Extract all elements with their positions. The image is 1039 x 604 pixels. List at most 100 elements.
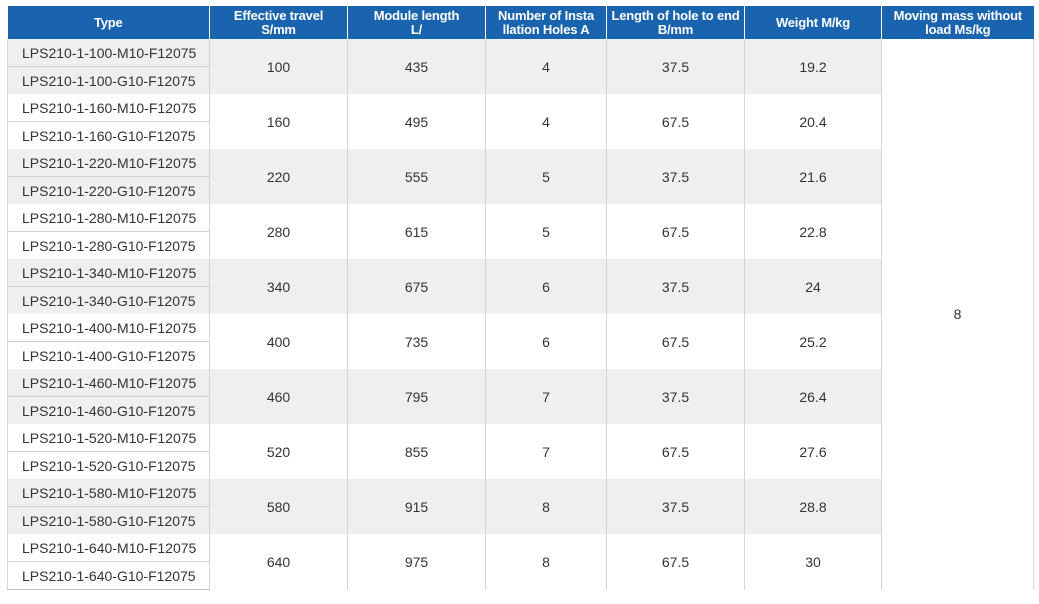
module-length-cell: 915 (347, 479, 486, 534)
table-row: LPS210-1-340-G10-F12075 (7, 286, 1034, 314)
type-cell: LPS210-1-520-M10-F12075 (7, 424, 210, 452)
effective-travel-cell: 280 (209, 204, 348, 259)
weight-cell: 28.8 (744, 479, 882, 534)
table-row: LPS210-1-400-G10-F12075 (7, 341, 1034, 369)
type-cell: LPS210-1-100-G10-F12075 (7, 66, 210, 94)
effective-travel-cell: 160 (209, 94, 348, 149)
type-cell: LPS210-1-640-M10-F12075 (7, 534, 210, 562)
table-row: LPS210-1-520-M10-F12075 520 855 7 67.5 27.6 (7, 424, 1034, 479)
installation-holes-cell: 8 (485, 534, 607, 590)
type-cell: LPS210-1-100-M10-F12075 (7, 39, 210, 67)
effective-travel-cell: 580 (209, 479, 348, 534)
hole-to-end-cell: 67.5 (606, 204, 745, 259)
hole-to-end-cell: 37.5 (606, 369, 745, 424)
header-moving-mass: Moving mass without load Ms/kg (881, 6, 1034, 39)
effective-travel-cell: 400 (209, 314, 348, 369)
table-row: LPS210-1-580-M10-F12075 580 915 8 37.5 28.8 (7, 479, 1034, 534)
effective-travel-cell: 220 (209, 149, 348, 204)
header-hole-to-end: Length of hole to end B/mm (606, 6, 745, 39)
weight-cell: 30 (744, 534, 882, 590)
effective-travel-cell: 460 (209, 369, 348, 424)
type-cell: LPS210-1-460-G10-F12075 (7, 396, 210, 424)
table-row: LPS210-1-280-M10-F12075 280 615 5 67.5 22.8 (7, 204, 1034, 259)
installation-holes-cell: 8 (485, 479, 607, 534)
table-row: LPS210-1-520-G10-F12075 (7, 451, 1034, 479)
effective-travel-cell: 340 (209, 259, 348, 314)
table-row: LPS210-1-460-G10-F12075 (7, 396, 1034, 424)
effective-travel-cell: 520 (209, 424, 348, 479)
installation-holes-cell: 5 (485, 149, 607, 204)
module-length-cell: 495 (347, 94, 486, 149)
table-row: LPS210-1-280-G10-F12075 (7, 231, 1034, 259)
effective-travel-cell: 100 (209, 39, 348, 94)
weight-cell: 20.4 (744, 94, 882, 149)
module-length-cell: 975 (347, 534, 486, 590)
spec-table: Type Effective travel S/mm Module length L… (7, 6, 1034, 590)
installation-holes-cell: 6 (485, 314, 607, 369)
table-row: LPS210-1-340-M10-F12075 340 675 6 37.5 24 (7, 259, 1034, 314)
module-length-cell: 735 (347, 314, 486, 369)
weight-cell: 25.2 (744, 314, 882, 369)
hole-to-end-cell: 67.5 (606, 314, 745, 369)
hole-to-end-cell: 37.5 (606, 39, 745, 94)
weight-cell: 27.6 (744, 424, 882, 479)
table-row: LPS210-1-640-G10-F12075 (7, 561, 1034, 590)
module-length-cell: 435 (347, 39, 486, 94)
header-row: Type Effective travel S/mm Module length L… (7, 6, 1034, 39)
weight-cell: 26.4 (744, 369, 882, 424)
installation-holes-cell: 5 (485, 204, 607, 259)
table-row: LPS210-1-580-G10-F12075 (7, 506, 1034, 534)
header-installation-holes: Number of Insta llation Holes A (485, 6, 607, 39)
table-row: LPS210-1-160-G10-F12075 (7, 121, 1034, 149)
hole-to-end-cell: 67.5 (606, 424, 745, 479)
spec-body: LPS210-1-100-M10-F12075 100 435 4 37.5 19.2 8 L… (7, 39, 1034, 590)
type-cell: LPS210-1-340-G10-F12075 (7, 286, 210, 314)
header-module-length: Module length L/ (347, 6, 486, 39)
module-length-cell: 855 (347, 424, 486, 479)
effective-travel-cell: 640 (209, 534, 348, 590)
type-cell: LPS210-1-160-G10-F12075 (7, 121, 210, 149)
weight-cell: 22.8 (744, 204, 882, 259)
table-row: LPS210-1-160-M10-F12075 160 495 4 67.5 20.4 (7, 94, 1034, 149)
hole-to-end-cell: 67.5 (606, 94, 745, 149)
type-cell: LPS210-1-580-M10-F12075 (7, 479, 210, 507)
module-length-cell: 675 (347, 259, 486, 314)
type-cell: LPS210-1-160-M10-F12075 (7, 94, 210, 122)
module-length-cell: 555 (347, 149, 486, 204)
hole-to-end-cell: 37.5 (606, 259, 745, 314)
type-cell: LPS210-1-280-G10-F12075 (7, 231, 210, 259)
hole-to-end-cell: 67.5 (606, 534, 745, 590)
type-cell: LPS210-1-340-M10-F12075 (7, 259, 210, 287)
weight-cell: 19.2 (744, 39, 882, 94)
hole-to-end-cell: 37.5 (606, 149, 745, 204)
type-cell: LPS210-1-400-M10-F12075 (7, 314, 210, 342)
type-cell: LPS210-1-520-G10-F12075 (7, 451, 210, 479)
table-row: LPS210-1-220-M10-F12075 220 555 5 37.5 21.6 (7, 149, 1034, 204)
type-cell: LPS210-1-280-M10-F12075 (7, 204, 210, 232)
type-cell: LPS210-1-400-G10-F12075 (7, 341, 210, 369)
header-weight: Weight M/kg (744, 6, 882, 39)
installation-holes-cell: 6 (485, 259, 607, 314)
type-cell: LPS210-1-220-M10-F12075 (7, 149, 210, 177)
installation-holes-cell: 7 (485, 369, 607, 424)
table-row: LPS210-1-460-M10-F12075 460 795 7 37.5 26.4 (7, 369, 1034, 424)
installation-holes-cell: 4 (485, 39, 607, 94)
table-row: LPS210-1-640-M10-F12075 640 975 8 67.5 30 (7, 534, 1034, 590)
table-row: LPS210-1-400-M10-F12075 400 735 6 67.5 25.2 (7, 314, 1034, 369)
hole-to-end-cell: 37.5 (606, 479, 745, 534)
table-row: LPS210-1-220-G10-F12075 (7, 176, 1034, 204)
weight-cell: 24 (744, 259, 882, 314)
installation-holes-cell: 7 (485, 424, 607, 479)
moving-mass-cell: 8 (881, 39, 1034, 590)
header-type: Type (7, 6, 210, 39)
table-row: LPS210-1-100-M10-F12075 100 435 4 37.5 19.2 8 (7, 39, 1034, 590)
type-cell: LPS210-1-640-G10-F12075 (7, 561, 210, 590)
type-cell: LPS210-1-580-G10-F12075 (7, 506, 210, 534)
table-row: LPS210-1-100-G10-F12075 (7, 66, 1034, 94)
module-length-cell: 615 (347, 204, 486, 259)
module-length-cell: 795 (347, 369, 486, 424)
weight-cell: 21.6 (744, 149, 882, 204)
installation-holes-cell: 4 (485, 94, 607, 149)
type-cell: LPS210-1-220-G10-F12075 (7, 176, 210, 204)
type-cell: LPS210-1-460-M10-F12075 (7, 369, 210, 397)
